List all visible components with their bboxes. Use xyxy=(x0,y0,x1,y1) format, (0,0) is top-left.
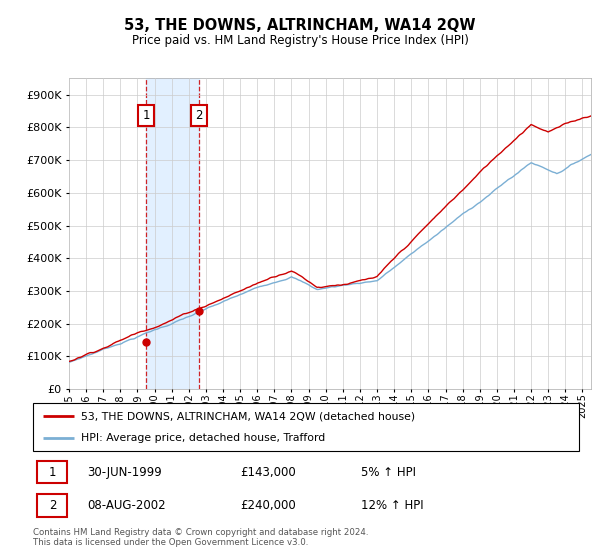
Text: Contains HM Land Registry data © Crown copyright and database right 2024.
This d: Contains HM Land Registry data © Crown c… xyxy=(33,528,368,547)
Text: 30-JUN-1999: 30-JUN-1999 xyxy=(88,465,163,478)
Text: 08-AUG-2002: 08-AUG-2002 xyxy=(88,499,166,512)
FancyBboxPatch shape xyxy=(37,494,67,517)
Bar xyxy=(146,78,199,389)
Text: 2: 2 xyxy=(196,109,203,122)
Text: HPI: Average price, detached house, Trafford: HPI: Average price, detached house, Traf… xyxy=(81,433,325,443)
Text: 12% ↑ HPI: 12% ↑ HPI xyxy=(361,499,423,512)
FancyBboxPatch shape xyxy=(33,403,579,451)
Text: £143,000: £143,000 xyxy=(241,465,296,478)
Text: 1: 1 xyxy=(142,109,150,122)
Text: 1: 1 xyxy=(49,465,56,478)
Text: 2: 2 xyxy=(49,499,56,512)
Text: 53, THE DOWNS, ALTRINCHAM, WA14 2QW: 53, THE DOWNS, ALTRINCHAM, WA14 2QW xyxy=(124,18,476,33)
Text: £240,000: £240,000 xyxy=(241,499,296,512)
FancyBboxPatch shape xyxy=(37,461,67,483)
Text: 5% ↑ HPI: 5% ↑ HPI xyxy=(361,465,416,478)
Text: 53, THE DOWNS, ALTRINCHAM, WA14 2QW (detached house): 53, THE DOWNS, ALTRINCHAM, WA14 2QW (det… xyxy=(81,411,415,421)
Text: Price paid vs. HM Land Registry's House Price Index (HPI): Price paid vs. HM Land Registry's House … xyxy=(131,34,469,46)
